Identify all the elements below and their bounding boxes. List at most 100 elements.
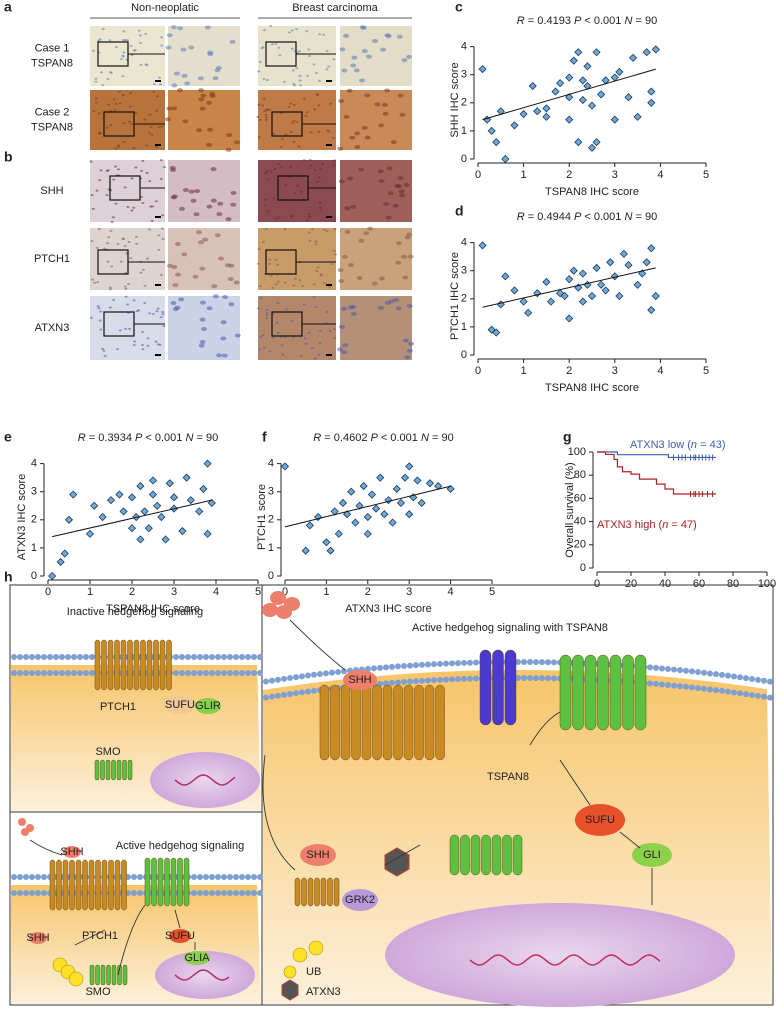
cell-nucleus bbox=[271, 286, 275, 289]
text-part: P bbox=[371, 432, 379, 444]
cell-nucleus bbox=[396, 184, 403, 189]
cell-nucleus bbox=[356, 275, 363, 280]
lipid-head bbox=[527, 659, 533, 666]
cell-nucleus bbox=[95, 189, 99, 192]
lipid-head bbox=[29, 654, 35, 660]
cell-nucleus bbox=[130, 177, 134, 180]
data-point bbox=[136, 535, 145, 544]
protein bbox=[575, 804, 625, 836]
lipid-head bbox=[761, 693, 767, 700]
cell-nucleus bbox=[234, 140, 241, 145]
cell-nucleus bbox=[387, 191, 394, 196]
cell-nucleus bbox=[383, 201, 390, 206]
ligand bbox=[343, 670, 377, 690]
x-tick-label: 1 bbox=[87, 586, 93, 598]
lipid-head bbox=[257, 654, 263, 660]
lipid-head bbox=[725, 672, 731, 679]
cell-nucleus bbox=[199, 300, 206, 305]
y-tick-label: 0 bbox=[461, 153, 467, 165]
lipid-head bbox=[251, 670, 257, 676]
lipid-head bbox=[59, 670, 65, 676]
data-point bbox=[148, 476, 158, 485]
cell-nucleus bbox=[318, 329, 322, 332]
cell-nucleus bbox=[155, 145, 159, 148]
lipid-head bbox=[227, 670, 233, 676]
cell-nucleus bbox=[273, 168, 277, 171]
lipid-head bbox=[311, 687, 317, 694]
cell-nucleus bbox=[122, 51, 126, 54]
cell-nucleus bbox=[271, 336, 275, 339]
data-point bbox=[417, 498, 426, 508]
cell-nucleus bbox=[299, 190, 303, 193]
data-point bbox=[615, 291, 624, 301]
cell-nucleus bbox=[302, 159, 306, 162]
cell-nucleus bbox=[361, 125, 368, 130]
transmembrane-helix bbox=[609, 654, 622, 731]
cell-nucleus bbox=[306, 218, 310, 221]
data-point bbox=[647, 87, 656, 96]
cell-nucleus bbox=[350, 304, 357, 309]
cell-nucleus bbox=[134, 112, 138, 115]
cell-nucleus bbox=[147, 131, 151, 134]
transmembrane-helix bbox=[502, 834, 512, 876]
panel-letter: a bbox=[4, 0, 12, 15]
data-point bbox=[136, 482, 145, 491]
lipid-head bbox=[71, 654, 77, 660]
cell-nucleus bbox=[135, 242, 139, 245]
micrograph bbox=[90, 90, 165, 150]
cell-nucleus bbox=[276, 263, 280, 266]
cell-nucleus bbox=[399, 112, 406, 117]
lipid-head bbox=[293, 690, 299, 697]
legend-entry: ATXN3 high (n = 47) bbox=[597, 519, 697, 531]
cell-nucleus bbox=[358, 167, 365, 172]
transmembrane-helix bbox=[481, 834, 491, 876]
protein bbox=[632, 843, 672, 867]
cell-nucleus bbox=[229, 39, 236, 44]
lipid-head bbox=[251, 890, 257, 896]
data-point bbox=[574, 138, 583, 147]
cell-nucleus bbox=[333, 227, 337, 230]
data-point bbox=[165, 479, 174, 488]
cell-nucleus bbox=[143, 118, 147, 121]
lipid-head bbox=[455, 676, 461, 683]
transmembrane-helix bbox=[159, 639, 166, 691]
stat-text: R = 0.3934 P < 0.001 N = 90 bbox=[78, 432, 218, 444]
dna bbox=[469, 954, 661, 966]
cell-nucleus bbox=[115, 348, 119, 351]
transmembrane-helix bbox=[183, 857, 190, 907]
cell-nucleus bbox=[313, 168, 317, 171]
data-point bbox=[115, 490, 124, 499]
cell-nucleus bbox=[141, 268, 145, 271]
lipid-head bbox=[203, 670, 209, 676]
data-point bbox=[207, 498, 216, 508]
transmembrane-helix bbox=[414, 684, 424, 761]
nucleus bbox=[150, 752, 260, 808]
lipid-head bbox=[287, 690, 293, 697]
data-point bbox=[119, 507, 128, 516]
cell-nucleus bbox=[124, 295, 128, 298]
cell-nucleus bbox=[210, 167, 217, 172]
cell-nucleus bbox=[98, 319, 102, 322]
cell-nucleus bbox=[265, 108, 269, 111]
cell-nucleus bbox=[350, 311, 357, 316]
cell-nucleus bbox=[377, 169, 384, 174]
lipid-head bbox=[455, 660, 461, 667]
cell-nucleus bbox=[304, 342, 308, 345]
transmembrane-helix bbox=[105, 759, 111, 781]
cell-nucleus bbox=[140, 343, 144, 346]
data-point bbox=[628, 53, 638, 62]
data-point bbox=[148, 490, 158, 499]
data-point bbox=[642, 48, 651, 57]
lipid-head bbox=[197, 874, 203, 880]
cell-nucleus bbox=[110, 220, 114, 223]
cell-nucleus bbox=[123, 39, 127, 42]
data-point bbox=[85, 529, 95, 538]
cell-nucleus bbox=[193, 212, 200, 217]
cell-nucleus bbox=[399, 193, 406, 198]
cell-nucleus bbox=[154, 200, 158, 203]
cell-nucleus bbox=[386, 166, 393, 171]
lipid-head bbox=[89, 670, 95, 676]
cell-nucleus bbox=[265, 314, 269, 317]
diagram-label: Inactive hedgehog signaling bbox=[67, 606, 203, 618]
cell-nucleus bbox=[274, 258, 278, 261]
